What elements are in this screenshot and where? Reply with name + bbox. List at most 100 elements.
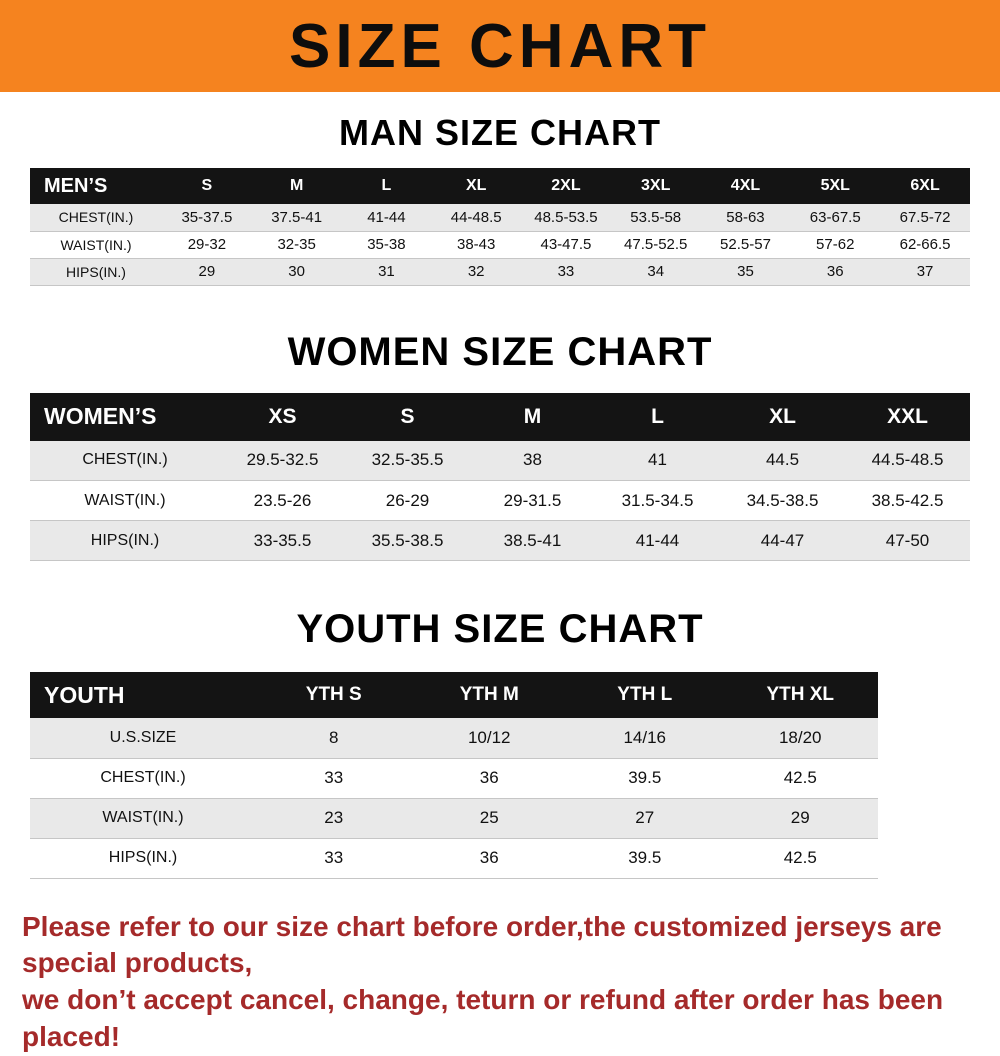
row-label-cell: WAIST(IN.) xyxy=(30,481,220,521)
size-header-cell: XXL xyxy=(845,393,970,441)
size-header-cell: M xyxy=(470,393,595,441)
value-cell: 47.5-52.5 xyxy=(611,231,701,258)
row-label-cell: CHEST(IN.) xyxy=(30,441,220,481)
table-title-cell: MEN’S xyxy=(30,168,162,204)
row-label-cell: HIPS(IN.) xyxy=(30,258,162,285)
value-cell: 42.5 xyxy=(723,838,879,878)
value-cell: 34.5-38.5 xyxy=(720,481,845,521)
size-header-cell: S xyxy=(345,393,470,441)
value-cell: 44.5 xyxy=(720,441,845,481)
value-cell: 33 xyxy=(521,258,611,285)
footer-line-2: we don’t accept cancel, change, teturn o… xyxy=(22,984,943,1052)
value-cell: 38.5-41 xyxy=(470,521,595,561)
value-cell: 39.5 xyxy=(567,838,723,878)
size-header-cell: YTH S xyxy=(256,672,412,718)
value-cell: 10/12 xyxy=(412,718,568,758)
row-label-cell: HIPS(IN.) xyxy=(30,838,256,878)
size-header-cell: XL xyxy=(431,168,521,204)
value-cell: 35-38 xyxy=(342,231,432,258)
youth-section-heading: YOUTH SIZE CHART xyxy=(0,607,1000,652)
value-cell: 35 xyxy=(701,258,791,285)
value-cell: 37 xyxy=(880,258,970,285)
value-cell: 8 xyxy=(256,718,412,758)
size-header-cell: L xyxy=(342,168,432,204)
banner: SIZE CHART xyxy=(0,0,1000,92)
row-label-cell: U.S.SIZE xyxy=(30,718,256,758)
footer-line-1: Please refer to our size chart before or… xyxy=(22,911,942,979)
value-cell: 14/16 xyxy=(567,718,723,758)
value-cell: 37.5-41 xyxy=(252,204,342,231)
value-cell: 33 xyxy=(256,838,412,878)
value-cell: 44.5-48.5 xyxy=(845,441,970,481)
value-cell: 41-44 xyxy=(342,204,432,231)
value-cell: 23.5-26 xyxy=(220,481,345,521)
value-cell: 38 xyxy=(470,441,595,481)
value-cell: 26-29 xyxy=(345,481,470,521)
size-header-cell: XS xyxy=(220,393,345,441)
value-cell: 32 xyxy=(431,258,521,285)
value-cell: 35-37.5 xyxy=(162,204,252,231)
table-title-cell: WOMEN’S xyxy=(30,393,220,441)
size-header-cell: S xyxy=(162,168,252,204)
value-cell: 39.5 xyxy=(567,758,723,798)
value-cell: 35.5-38.5 xyxy=(345,521,470,561)
size-header-cell: YTH L xyxy=(567,672,723,718)
value-cell: 18/20 xyxy=(723,718,879,758)
value-cell: 23 xyxy=(256,798,412,838)
value-cell: 44-47 xyxy=(720,521,845,561)
value-cell: 34 xyxy=(611,258,701,285)
size-header-cell: 3XL xyxy=(611,168,701,204)
value-cell: 58-63 xyxy=(701,204,791,231)
value-cell: 38-43 xyxy=(431,231,521,258)
size-header-cell: 5XL xyxy=(790,168,880,204)
row-label-cell: WAIST(IN.) xyxy=(30,798,256,838)
value-cell: 31 xyxy=(342,258,432,285)
value-cell: 47-50 xyxy=(845,521,970,561)
value-cell: 36 xyxy=(790,258,880,285)
value-cell: 67.5-72 xyxy=(880,204,970,231)
value-cell: 25 xyxy=(412,798,568,838)
footer-note: Please refer to our size chart before or… xyxy=(22,909,1000,1056)
size-header-cell: YTH M xyxy=(412,672,568,718)
value-cell: 32-35 xyxy=(252,231,342,258)
value-cell: 57-62 xyxy=(790,231,880,258)
page-title: SIZE CHART xyxy=(289,11,711,82)
value-cell: 62-66.5 xyxy=(880,231,970,258)
value-cell: 43-47.5 xyxy=(521,231,611,258)
value-cell: 44-48.5 xyxy=(431,204,521,231)
row-label-cell: WAIST(IN.) xyxy=(30,231,162,258)
value-cell: 30 xyxy=(252,258,342,285)
value-cell: 52.5-57 xyxy=(701,231,791,258)
value-cell: 29 xyxy=(162,258,252,285)
value-cell: 29-32 xyxy=(162,231,252,258)
size-chart-page: { "banner": { "title": "SIZE CHART", "bg… xyxy=(0,0,1000,1000)
value-cell: 33-35.5 xyxy=(220,521,345,561)
row-label-cell: CHEST(IN.) xyxy=(30,758,256,798)
value-cell: 33 xyxy=(256,758,412,798)
value-cell: 42.5 xyxy=(723,758,879,798)
value-cell: 36 xyxy=(412,758,568,798)
value-cell: 41-44 xyxy=(595,521,720,561)
value-cell: 29 xyxy=(723,798,879,838)
value-cell: 29-31.5 xyxy=(470,481,595,521)
size-header-cell: XL xyxy=(720,393,845,441)
size-header-cell: M xyxy=(252,168,342,204)
value-cell: 53.5-58 xyxy=(611,204,701,231)
value-cell: 41 xyxy=(595,441,720,481)
size-header-cell: L xyxy=(595,393,720,441)
